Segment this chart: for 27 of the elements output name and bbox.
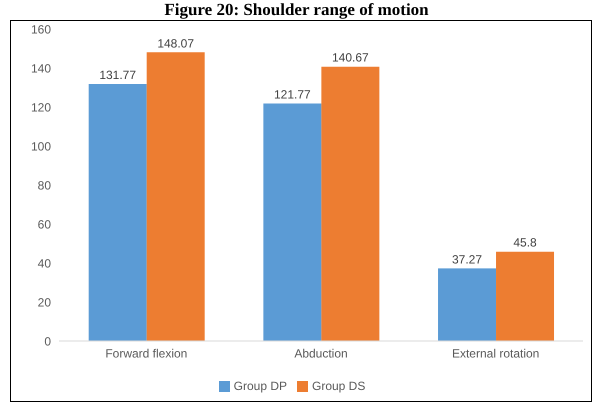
- bar: [263, 104, 322, 341]
- y-tick-label: 20: [38, 295, 52, 310]
- bar: [146, 52, 205, 341]
- x-tick-label: Forward flexion: [105, 346, 188, 361]
- data-label: 37.27: [452, 252, 482, 266]
- y-tick-label: 140: [30, 61, 52, 76]
- bar: [88, 84, 147, 341]
- data-label: 131.77: [99, 68, 136, 82]
- legend-label: Group DS: [312, 379, 366, 393]
- y-tick-label: 120: [30, 100, 52, 114]
- data-label: 148.07: [157, 36, 194, 50]
- chart-title: Figure 20: Shoulder range of motion: [163, 0, 430, 20]
- x-tick-label: External rotation: [452, 346, 540, 361]
- y-tick-label: 100: [30, 139, 52, 154]
- bar: [496, 252, 554, 341]
- y-tick-label: 40: [38, 256, 52, 270]
- y-tick-label: 60: [38, 217, 52, 232]
- data-label: 121.77: [274, 88, 312, 102]
- y-tick-label: 80: [38, 178, 52, 192]
- y-tick-label: 0: [44, 334, 52, 348]
- data-label: 140.67: [332, 50, 370, 65]
- legend-label: Group DP: [234, 379, 287, 393]
- bar: [438, 268, 496, 341]
- bar: [321, 66, 380, 341]
- data-label: 45.8: [513, 236, 538, 250]
- y-tick-label: 160: [30, 22, 52, 36]
- x-tick-label: Abduction: [294, 346, 348, 361]
